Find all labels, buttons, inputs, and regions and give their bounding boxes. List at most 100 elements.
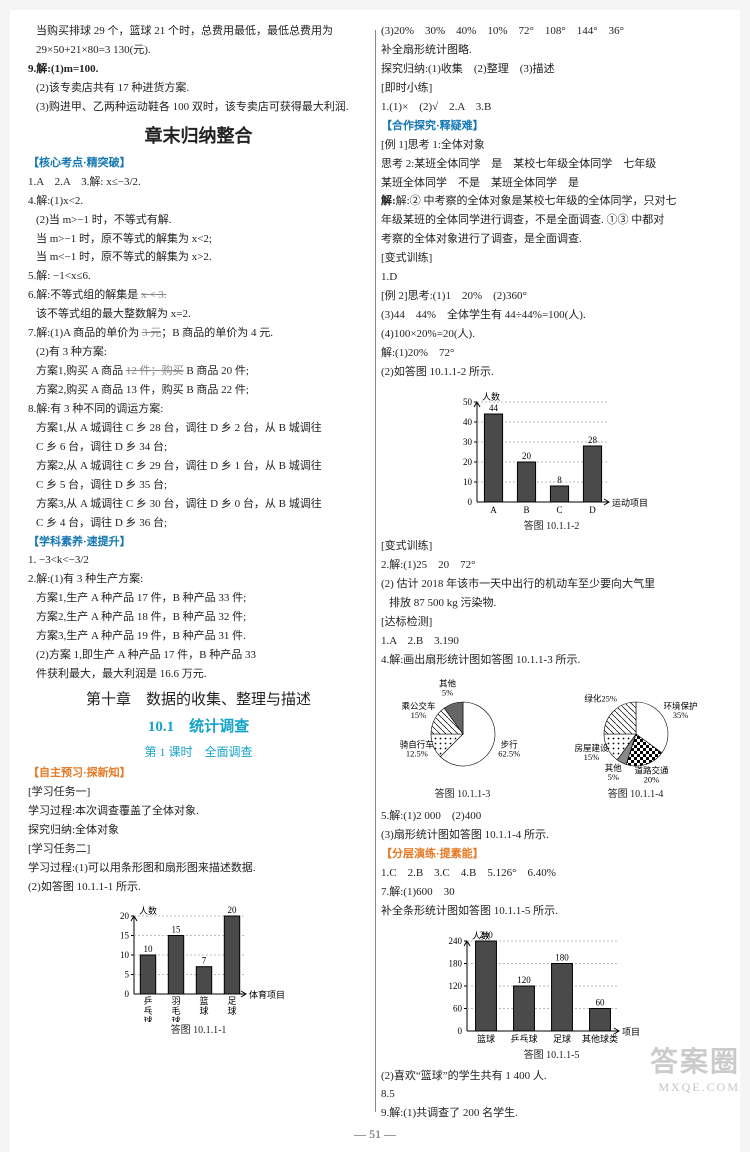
chart-caption: 答图 10.1.1-3: [435, 788, 491, 803]
text: 9.解:(1)共调查了 200 名学生.: [381, 1106, 722, 1122]
svg-text:20: 20: [120, 911, 130, 921]
text: [学习任务二]: [28, 842, 369, 858]
svg-text:体育项目: 体育项目: [249, 989, 285, 1000]
svg-text:180: 180: [555, 953, 569, 963]
text: 探究归纳:(1)收集 (2)整理 (3)描述: [381, 62, 722, 78]
text: (2)如答图 10.1.1-2 所示.: [381, 365, 722, 381]
text: 补全条形统计图如答图 10.1.1-5 所示.: [381, 904, 722, 920]
text: [变式训练]: [381, 251, 722, 267]
text: 方案1,从 A 城调往 C 乡 28 台，调往 D 乡 2 台，从 B 城调往: [28, 421, 369, 437]
right-column: (3)20% 30% 40% 10% 72° 108° 144° 36° 补全扇…: [381, 24, 722, 1122]
svg-text:乓: 乓: [143, 1005, 152, 1016]
svg-text:7: 7: [201, 956, 206, 966]
text: C 乡 4 台，调往 D 乡 36 台;: [28, 516, 369, 532]
section-label: 【自主预习·探新知】: [28, 766, 369, 782]
svg-text:0: 0: [467, 497, 472, 507]
watermark-text: 答案圈: [650, 1040, 740, 1080]
chart-caption: 答图 10.1.1-5: [524, 1049, 580, 1064]
chapter-heading: 章末归纳整合: [28, 123, 369, 149]
text: 学习过程:(1)可以用条形图和扇形图来描述数据.: [28, 861, 369, 877]
text: 方案2,生产 A 种产品 18 件，B 种产品 32 件;: [28, 610, 369, 626]
text: 8.解:有 3 种不同的调运方案:: [28, 402, 369, 418]
svg-text:15%: 15%: [583, 752, 599, 762]
svg-text:10: 10: [120, 950, 130, 960]
text: [达标检测]: [381, 615, 722, 631]
svg-text:15: 15: [171, 925, 181, 935]
subsection-heading: 第 1 课时 全面调查: [28, 744, 369, 761]
text: 思考 2:某班全体同学 是 某校七年级全体同学 七年级: [381, 157, 722, 173]
text: 4.解:(1)x<2.: [28, 194, 369, 210]
svg-text:8: 8: [557, 475, 562, 485]
svg-text:180: 180: [448, 959, 462, 969]
text: 1. −3<k<−3/2: [28, 553, 369, 569]
section-heading: 10.1 统计调查: [28, 717, 369, 739]
watermark: 答案圈 MXQE.COM: [650, 1040, 740, 1095]
svg-text:40: 40: [463, 417, 473, 427]
svg-text:62.5%: 62.5%: [498, 748, 520, 758]
pie-charts: 步行62.5%骑自行车12.5%乘公交车15%其他5% 答图 10.1.1-3 …: [381, 676, 722, 803]
svg-text:C: C: [556, 505, 562, 515]
svg-text:5: 5: [124, 970, 129, 980]
text: 排放 87 500 kg 污染物.: [381, 596, 722, 612]
text: 1.(1)× (2)√ 2.A 3.B: [381, 100, 722, 116]
text: 7.解:(1)A 商品的单价为 3 元；B 商品的单价为 4 元.: [28, 326, 369, 342]
text: C 乡 6 台，调往 D 乡 34 台;: [28, 440, 369, 456]
text: 2.解:(1)有 3 种生产方案:: [28, 572, 369, 588]
text: (2)有 3 种方案:: [28, 345, 369, 361]
svg-text:乒乓球: 乒乓球: [510, 1033, 537, 1044]
text: 补全扇形统计图略.: [381, 43, 722, 59]
text: 1.A 2.B 3.190: [381, 634, 722, 650]
text: [学习任务一]: [28, 785, 369, 801]
text: 4.解:画出扇形统计图如答图 10.1.1-3 所示.: [381, 653, 722, 669]
svg-text:50: 50: [463, 397, 473, 407]
text: 方案1,生产 A 种产品 17 件，B 种产品 33 件;: [28, 591, 369, 607]
svg-text:足球: 足球: [552, 1033, 570, 1044]
section-label: 【学科素养·速提升】: [28, 535, 369, 551]
text: 6.解:不等式组的解集是 x < 3.: [28, 288, 369, 304]
svg-text:球: 球: [171, 1015, 180, 1022]
text: 1.D: [381, 270, 722, 286]
svg-text:人数: 人数: [482, 391, 500, 402]
text: 1.A 2.A 3.解: x≤−3/2.: [28, 175, 369, 191]
text: 某班全体同学 不是 某班全体同学 是: [381, 176, 722, 192]
svg-text:0: 0: [124, 989, 129, 999]
svg-text:20: 20: [522, 451, 532, 461]
text: [即时小练]: [381, 81, 722, 97]
section-label: 【分层演练·提素能】: [381, 847, 722, 863]
column-divider: [375, 30, 376, 1112]
text: 方案3,生产 A 种产品 19 件，B 种产品 31 件.: [28, 629, 369, 645]
text: 解:(1)20% 72°: [381, 346, 722, 362]
text: (2)如答图 10.1.1-1 所示.: [28, 880, 369, 896]
text: 考察的全体对象进行了调查，是全面调查.: [381, 232, 722, 248]
svg-text:0: 0: [457, 1026, 462, 1036]
text: 学习过程:本次调查覆盖了全体对象.: [28, 804, 369, 820]
chart-caption: 答图 10.1.1-1: [171, 1024, 227, 1039]
svg-text:60: 60: [453, 1004, 463, 1014]
text: 5.解: −1<x≤6.: [28, 269, 369, 285]
text: (2) 估计 2018 年该市一天中出行的机动车至少要向大气里: [381, 577, 722, 593]
svg-text:15: 15: [120, 931, 130, 941]
svg-text:球: 球: [199, 1005, 208, 1016]
text: 方案2,购买 A 商品 13 件，购买 B 商品 22 件;: [28, 383, 369, 399]
svg-text:12.5%: 12.5%: [405, 748, 427, 758]
watermark-url: MXQE.COM: [658, 1080, 740, 1095]
svg-text:30: 30: [463, 437, 473, 447]
text: 当 m>−1 时，原不等式的解集为 x<2;: [28, 232, 369, 248]
text: (2)该专卖店共有 17 种进货方案.: [28, 81, 369, 97]
text: [例 2]思考:(1)1 20% (2)360°: [381, 289, 722, 305]
text: 件获利最大，最大利润是 16.6 万元.: [28, 667, 369, 683]
svg-text:足: 足: [227, 996, 236, 1006]
chart-caption: 答图 10.1.1-4: [608, 788, 664, 803]
text: 当 m<−1 时，原不等式的解集为 x>2.: [28, 250, 369, 266]
svg-text:B: B: [523, 505, 529, 515]
svg-text:运动项目: 运动项目: [612, 498, 648, 508]
svg-text:15%: 15%: [410, 710, 426, 720]
text: 9.解:(1)m=100.: [28, 62, 369, 78]
text: [例 1]思考 1:全体对象: [381, 138, 722, 154]
svg-text:人数: 人数: [139, 905, 157, 916]
text: 探究归纳:全体对象: [28, 823, 369, 839]
svg-text:44: 44: [489, 403, 499, 413]
text: 该不等式组的最大整数解为 x=2.: [28, 307, 369, 323]
svg-text:20%: 20%: [643, 775, 659, 785]
page-number: — 51 —: [10, 1127, 740, 1142]
